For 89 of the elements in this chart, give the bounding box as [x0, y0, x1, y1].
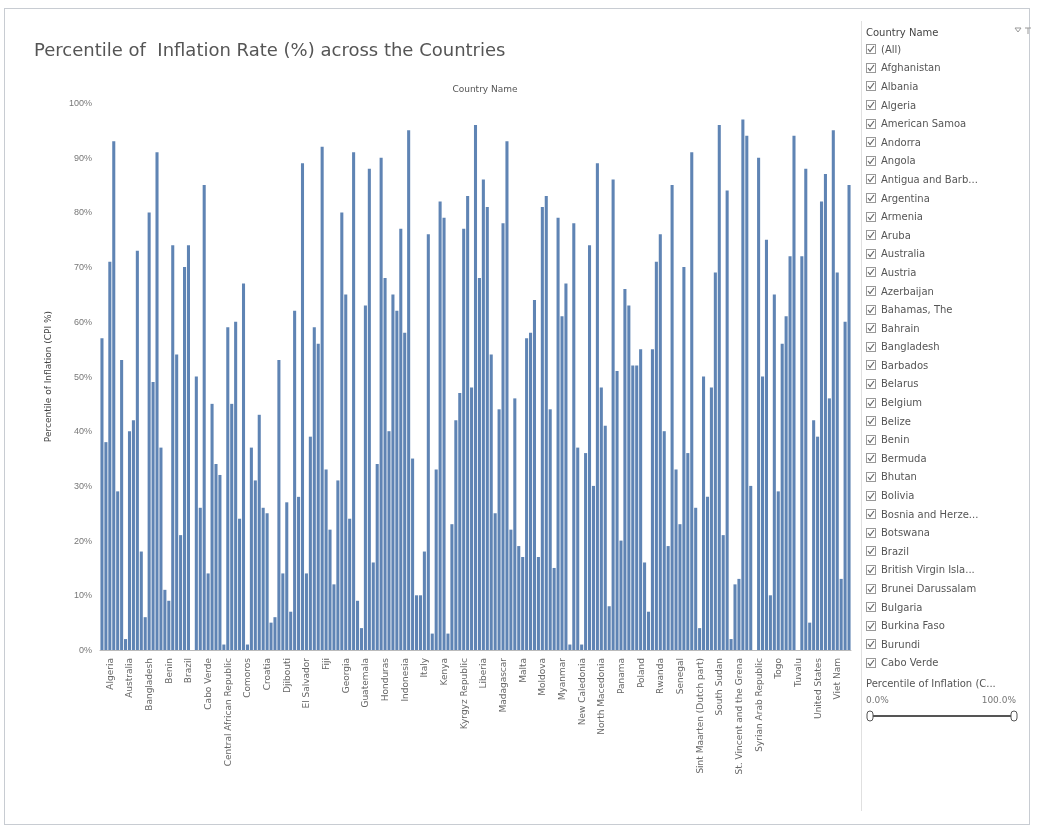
x-tick-label: Benin: [163, 658, 174, 684]
category-label: Belize: [881, 415, 911, 427]
category-label: Benin: [881, 434, 910, 446]
category-label: Bahrain: [881, 322, 920, 334]
category-label: British Virgin Isla...: [881, 564, 975, 576]
text: 100.0%: [981, 695, 1016, 706]
x-tick-label: Tuvalu: [792, 658, 803, 688]
y-tick-label: 70%: [73, 262, 92, 273]
x-tick-label: Senegal: [674, 658, 685, 695]
x-tick-label: Moldova: [537, 658, 548, 696]
category-label: Bulgaria: [881, 601, 923, 613]
x-tick-label: Croatia: [262, 658, 273, 691]
chart-title: Percentile of Inflation Rate (%) across the Countries: [34, 38, 506, 60]
x-tick-label: Central African Republic: [222, 657, 233, 767]
x-tick-label: Poland: [635, 658, 646, 689]
x-tick-label: Djibouti: [281, 658, 292, 693]
x-tick-label: Italy: [419, 657, 430, 678]
category-label: Brunei Darussalam: [881, 583, 977, 595]
category-label: Armenia: [881, 211, 923, 223]
text: Country Name: [866, 27, 939, 38]
category-label: (All): [881, 43, 902, 55]
category-label: Angola: [881, 155, 916, 167]
category-label: Argentina: [881, 192, 930, 204]
text: 0.0%: [866, 695, 889, 706]
x-tick-label: Georgia: [340, 658, 351, 694]
x-tick-label: Indonesia: [399, 658, 410, 702]
y-tick-label: 80%: [73, 207, 92, 218]
category-label: Barbados: [881, 359, 929, 371]
y-tick-label: 40%: [73, 426, 92, 437]
x-tick-label: Madagascar: [498, 657, 509, 713]
x-tick-label: Honduras: [380, 657, 391, 702]
y-tick-label: 20%: [73, 535, 92, 546]
x-tick-label: Kyrgyz Republic: [458, 657, 469, 730]
category-label: Burkina Faso: [881, 620, 945, 632]
category-label: Algeria: [881, 99, 917, 111]
x-tick-label: Algeria: [104, 658, 115, 690]
y-tick-label: 90%: [73, 152, 92, 163]
category-label: Aruba: [881, 229, 911, 241]
y-tick-label: 0%: [78, 645, 92, 655]
x-tick-label: Viet Nam: [832, 658, 843, 700]
x-tick-label: Panama: [615, 658, 626, 695]
x-tick-label: Australia: [124, 658, 135, 698]
category-label: Australia: [881, 248, 926, 260]
category-label: Belgium: [881, 397, 922, 409]
x-tick-label: North Macedonia: [596, 658, 607, 735]
y-tick-label: 50%: [73, 371, 92, 382]
y-tick-label: 30%: [73, 480, 92, 491]
x-tick-label: Rwanda: [655, 658, 666, 695]
x-tick-label: Sint Maarten (Dutch part): [694, 658, 705, 774]
x-tick-label: St. Vincent and the Grena: [733, 658, 744, 775]
category-label: Belarus: [881, 378, 919, 390]
category-label: Albania: [881, 80, 919, 92]
category-label: Andorra: [881, 136, 921, 148]
category-label: Austria: [881, 266, 917, 278]
category-label: Bosnia and Herze...: [881, 508, 979, 520]
x-tick-label: Guatemala: [360, 658, 371, 708]
x-tick-label: El Salvador: [301, 657, 312, 709]
x-axis-title: Country Name: [452, 83, 519, 94]
text: Percentile of Inflation (C...: [866, 678, 997, 690]
x-tick-label: Togo: [773, 657, 784, 680]
category-label: Bangladesh: [881, 341, 940, 353]
x-tick-label: Malta: [517, 658, 528, 683]
x-tick-label: Kenya: [439, 658, 450, 686]
category-label: Bahamas, The: [881, 304, 953, 316]
category-label: American Samoa: [881, 118, 967, 130]
x-tick-label: Myanmar: [557, 657, 567, 701]
category-label: Burundi: [881, 638, 921, 650]
y-axis-title: Percentile of Inflation (CPI %): [42, 310, 53, 443]
category-label: Brazil: [881, 545, 909, 557]
category-label: Antigua and Barb...: [881, 173, 978, 185]
y-tick-label: 100%: [68, 98, 92, 108]
category-label: Afghanistan: [881, 62, 941, 74]
x-tick-label: Cabo Verde: [203, 657, 214, 710]
y-tick-label: 10%: [73, 590, 92, 601]
x-tick-label: Bangladesh: [144, 658, 155, 711]
x-tick-label: South Sudan: [714, 658, 725, 716]
category-label: Botswana: [881, 527, 930, 539]
x-tick-label: Brazil: [183, 658, 194, 684]
x-tick-label: Comoros: [242, 657, 253, 698]
x-tick-label: Fiji: [321, 658, 332, 671]
category-label: Bolivia: [881, 490, 915, 502]
x-tick-label: Liberia: [478, 658, 489, 689]
x-tick-label: New Caledonia: [576, 658, 587, 726]
y-tick-label: 60%: [73, 316, 92, 327]
category-label: Bhutan: [881, 471, 917, 483]
category-label: Bermuda: [881, 452, 927, 464]
x-tick-label: Syrian Arab Republic: [753, 657, 764, 752]
x-tick-label: United States: [812, 657, 823, 719]
category-label: Azerbaijan: [881, 285, 934, 297]
